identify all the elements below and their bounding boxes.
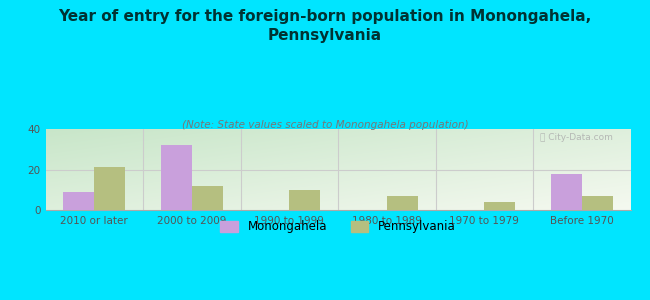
Bar: [484, 202, 515, 210]
Text: ⓘ City-Data.com: ⓘ City-Data.com: [540, 133, 613, 142]
Legend: Monongahela, Pennsylvania: Monongahela, Pennsylvania: [216, 216, 460, 238]
Bar: [192, 186, 223, 210]
Bar: [161, 145, 192, 210]
Bar: [63, 192, 94, 210]
Bar: [387, 196, 418, 210]
Bar: [289, 190, 320, 210]
Text: Year of entry for the foreign-born population in Monongahela,
Pennsylvania: Year of entry for the foreign-born popul…: [58, 9, 592, 43]
Bar: [551, 173, 582, 210]
Bar: [94, 167, 125, 210]
Bar: [582, 196, 613, 210]
Text: (Note: State values scaled to Monongahela population): (Note: State values scaled to Monongahel…: [182, 120, 468, 130]
